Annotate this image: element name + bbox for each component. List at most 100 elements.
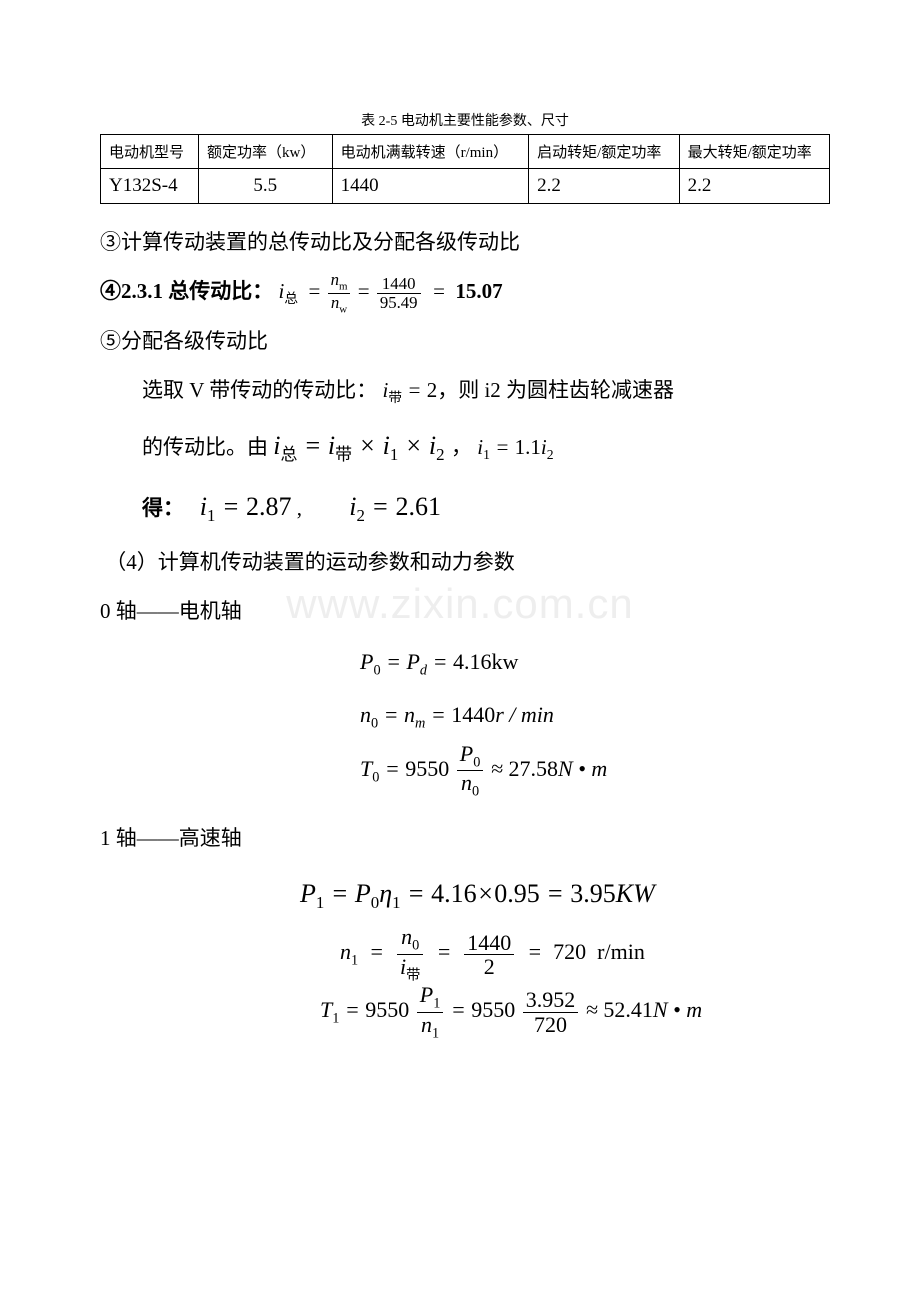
- i2-val: 2.61: [395, 492, 441, 521]
- col-rated-power: 额定功率（kw）: [199, 135, 333, 169]
- table-header-row: 电动机型号 额定功率（kw） 电动机满载转速（r/min） 启动转矩/额定功率 …: [101, 135, 830, 169]
- T0-frac-den-sub: 0: [472, 784, 479, 800]
- eq-n0: n0 = nm = 1440r / min: [360, 689, 830, 742]
- table-caption: 表 2-5 电动机主要性能参数、尺寸: [100, 110, 830, 130]
- nm-sub: m: [415, 715, 425, 731]
- T0-frac-den: n: [461, 770, 472, 795]
- ibelt2-sub: 带: [335, 446, 352, 465]
- n1f2-num: 1440: [464, 931, 514, 955]
- T0-frac-num: P: [460, 741, 473, 766]
- eq-P1: P1 = P0η1 = 4.16×0.95 = 3.95KW: [300, 863, 830, 925]
- col-model: 电动机型号: [101, 135, 199, 169]
- section-231-line: ④2.3.1 总传动比： i总 = nm nw = 1440 95.49 = 1…: [100, 267, 830, 316]
- itot-sub: 总: [280, 446, 297, 465]
- T1-sub: 1: [332, 1010, 339, 1026]
- ibelt-sub: 带: [388, 390, 402, 405]
- T0-sym: T: [360, 756, 372, 781]
- frac2-num: 1440: [377, 275, 421, 294]
- P1-unit: KW: [616, 879, 655, 908]
- cell-full-load-speed: 1440: [332, 169, 529, 204]
- P1-sub: 1: [316, 893, 324, 912]
- Pd-sub: d: [420, 663, 427, 679]
- table-row: Y132S-4 5.5 1440 2.2 2.2: [101, 169, 830, 204]
- section-5-line2: 的传动比。由 i总 = i带 × i1 × i2 ， i1 = 1.1i2: [100, 415, 830, 476]
- eta-sub: 1: [392, 893, 400, 912]
- col-start-torque-ratio: 启动转矩/额定功率: [529, 135, 679, 169]
- T1-sym: T: [320, 997, 332, 1022]
- n0-sym: n: [360, 702, 371, 727]
- T1f1-densub: 1: [432, 1025, 439, 1041]
- T1-coef: 9550: [365, 997, 409, 1022]
- eq-n1: n1 = n0 i带 = 1440 2 = 720 r/min: [340, 925, 830, 983]
- T1f1-num: P: [420, 982, 433, 1007]
- n0-sub: 0: [371, 715, 378, 731]
- frac2-den: 95.49: [377, 294, 421, 312]
- section-4-title: （4）计算机传动装置的运动参数和动力参数: [100, 538, 830, 587]
- i2-var: i: [429, 431, 436, 460]
- i-total-sub: 总: [284, 292, 298, 307]
- eq-P0: P0 = Pd = 4.16kw: [360, 636, 830, 689]
- n1-val: 720: [553, 939, 586, 964]
- axis1-title: 1 轴——高速轴: [100, 814, 830, 863]
- i1-sub: 1: [390, 446, 398, 465]
- T0-val: 27.58: [508, 756, 558, 781]
- Pd-sym: P: [406, 649, 419, 674]
- n1-unit: r/min: [597, 939, 645, 964]
- T1f1-den: n: [421, 1012, 432, 1037]
- eq-T1: T1 = 9550 P1 n1 = 9550 3.952 720 ≈ 52.41…: [320, 983, 830, 1041]
- P1-b: 0.95: [494, 879, 540, 908]
- frac-nm-numsub: m: [339, 281, 347, 293]
- get-label: 得：: [142, 496, 184, 520]
- T1f2-num: 3.952: [523, 988, 579, 1012]
- eq-T0: T0 = 9550 P0 n0 ≈ 27.58N • m: [360, 742, 830, 800]
- n1f1-numsub: 0: [412, 938, 419, 954]
- i-total-result: 15.07: [455, 279, 502, 303]
- eta-sym: η: [379, 879, 392, 908]
- n1f2-den: 2: [464, 955, 514, 978]
- section-5-line1: 选取 V 带传动的传动比： i带 = 2，则 i2 为圆柱齿轮减速器: [100, 366, 830, 415]
- section-5-line3: 得： i1 = 2.87 , i2 = 2.61: [100, 476, 830, 537]
- sec5-line1a: 选取 V 带传动的传动比：: [142, 378, 377, 402]
- section-3-title: ③计算传动装置的总传动比及分配各级传动比: [100, 218, 830, 267]
- section-5-title: ⑤分配各级传动比: [100, 317, 830, 366]
- n1f1-num: n: [401, 924, 412, 949]
- sec231-label: ④2.3.1 总传动比：: [100, 279, 273, 303]
- rel-coef: 1.1: [515, 435, 541, 459]
- cell-model: Y132S-4: [101, 169, 199, 204]
- T0-frac-num-sub: 0: [473, 754, 480, 770]
- P0-sub: 0: [373, 663, 380, 679]
- i1-val: 2.87: [246, 492, 292, 521]
- cell-start-torque: 2.2: [529, 169, 679, 204]
- cell-rated-power: 5.5: [199, 169, 333, 204]
- col-max-torque-ratio: 最大转矩/额定功率: [679, 135, 829, 169]
- T1f2-den: 720: [523, 1013, 579, 1036]
- P1-sym: P: [300, 879, 316, 908]
- P1-a: 4.16: [431, 879, 477, 908]
- i1-var: i: [383, 431, 390, 460]
- n0-val: 1440: [451, 702, 495, 727]
- motor-params-table: 电动机型号 额定功率（kw） 电动机满载转速（r/min） 启动转矩/额定功率 …: [100, 134, 830, 204]
- sec5-line2a: 的传动比。由: [142, 435, 268, 459]
- n0-unit: r / min: [495, 702, 554, 727]
- P0-unit: kw: [491, 649, 518, 674]
- axis0-title: 0 轴——电机轴: [100, 587, 830, 636]
- col-full-load-speed: 电动机满载转速（r/min）: [332, 135, 529, 169]
- frac-nw-densub: w: [339, 303, 347, 315]
- n1f1-densub: 带: [406, 967, 420, 983]
- T0-unit: N • m: [558, 756, 607, 781]
- T0-coef: 9550: [405, 756, 449, 781]
- n1-sym: n: [340, 939, 351, 964]
- P1-P0-sym: P: [355, 879, 371, 908]
- T1-coef2: 9550: [471, 997, 515, 1022]
- frac-nm-num: n: [331, 270, 339, 289]
- P0-val: 4.16: [453, 649, 492, 674]
- cell-max-torque: 2.2: [679, 169, 829, 204]
- T1f1-numsub: 1: [433, 996, 440, 1012]
- ibelt-val: 2: [427, 378, 438, 402]
- T1-val: 52.41: [603, 997, 653, 1022]
- sec5-line1b: ，则 i2 为圆柱齿轮减速器: [437, 378, 674, 402]
- T1-unit: N • m: [653, 997, 702, 1022]
- P1-P0-sub: 0: [371, 893, 379, 912]
- P1-val: 3.95: [570, 879, 616, 908]
- nm-sym: n: [404, 702, 415, 727]
